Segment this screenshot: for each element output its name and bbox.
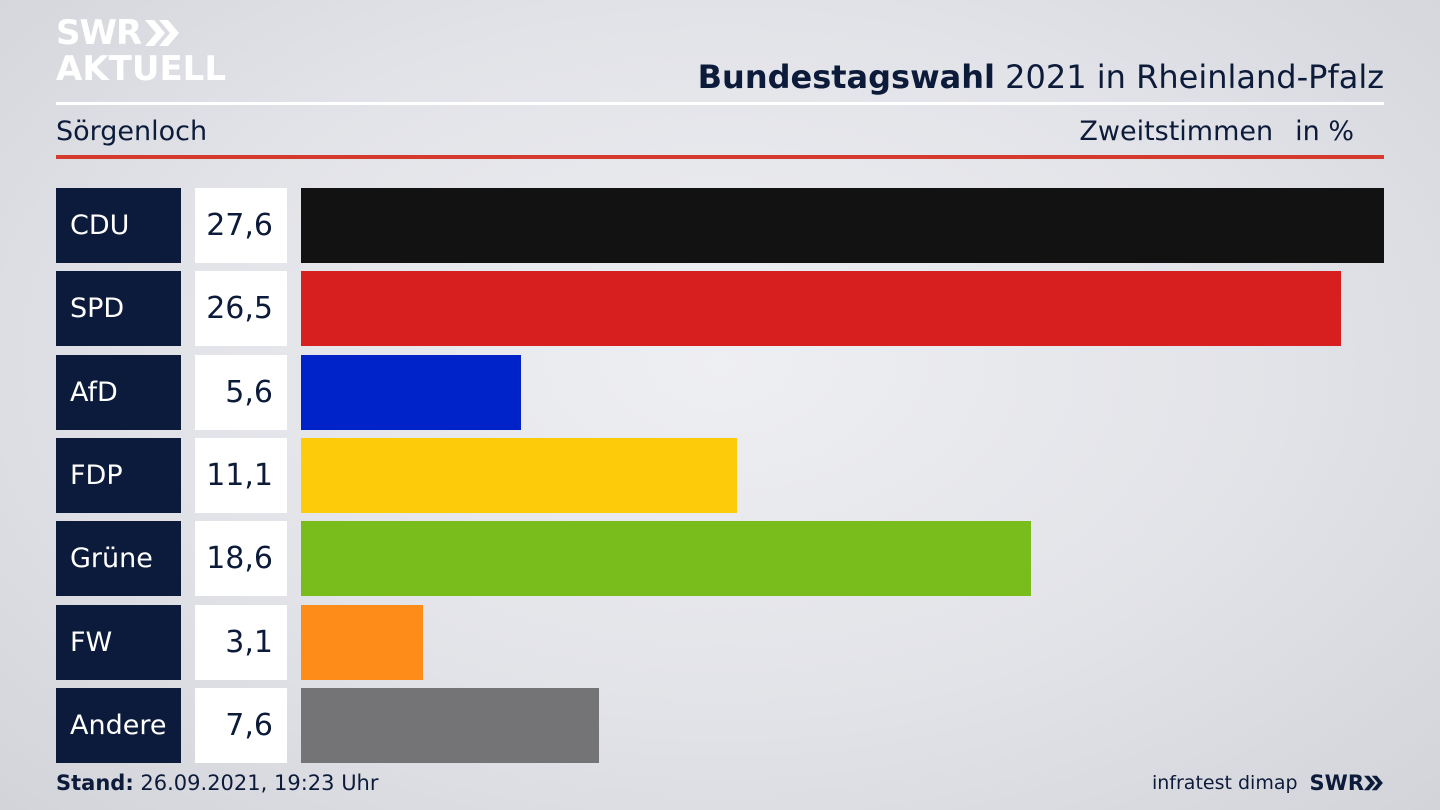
unit-text: in % [1295,116,1354,147]
timestamp: Stand: 26.09.2021, 19:23 Uhr [56,771,379,795]
category-label: SPD [56,271,181,346]
category-label: Grüne [56,521,181,596]
source-text: infratest dimap [1151,772,1298,794]
bar-row: Andere 7,6 [56,688,1384,763]
value-label: 27,6 [195,188,287,263]
value-label: 18,6 [195,521,287,596]
measure-label: Zweitstimmen in % [1079,116,1354,147]
stand-label: Stand: [56,771,134,795]
bar-row: AfD 5,6 [56,355,1384,430]
swr-footer-text: SWR [1309,771,1364,795]
bar-row: FW 3,1 [56,605,1384,680]
value-label: 7,6 [195,688,287,763]
chart-title: Bundestagswahl 2021 in Rheinland-Pfalz [698,58,1384,96]
header-divider [56,102,1384,105]
stand-value: 26.09.2021, 19:23 Uhr [140,771,379,795]
value-label: 11,1 [195,438,287,513]
bar-row: FDP 11,1 [56,438,1384,513]
measure-text: Zweitstimmen [1079,116,1274,147]
bar [301,355,521,430]
category-label: FDP [56,438,181,513]
bar [301,521,1031,596]
bar-row: CDU 27,6 [56,188,1384,263]
bar [301,271,1341,346]
category-label: AfD [56,355,181,430]
value-label: 26,5 [195,271,287,346]
value-label: 3,1 [195,605,287,680]
title-bold: Bundestagswahl [697,58,995,96]
double-chevron-icon [145,20,180,46]
double-chevron-icon [1364,775,1383,791]
bar [301,438,737,513]
location-label: Sörgenloch [56,116,208,147]
bar [301,605,423,680]
category-label: Andere [56,688,181,763]
category-label: FW [56,605,181,680]
swr-footer-logo: SWR [1310,771,1384,795]
bar-row: SPD 26,5 [56,271,1384,346]
title-rest: 2021 in Rheinland-Pfalz [1005,58,1384,96]
logo-swr-text: SWR [56,13,142,53]
accent-divider [56,155,1384,159]
bar [301,188,1384,263]
bar-row: Grüne 18,6 [56,521,1384,596]
logo-aktuell-text: AKTUELL [56,49,227,89]
swr-aktuell-logo: SWR AKTUELL [56,16,226,86]
source-credit: infratest dimap SWR [1152,771,1384,795]
value-label: 5,6 [195,355,287,430]
bar [301,688,599,763]
category-label: CDU [56,188,181,263]
